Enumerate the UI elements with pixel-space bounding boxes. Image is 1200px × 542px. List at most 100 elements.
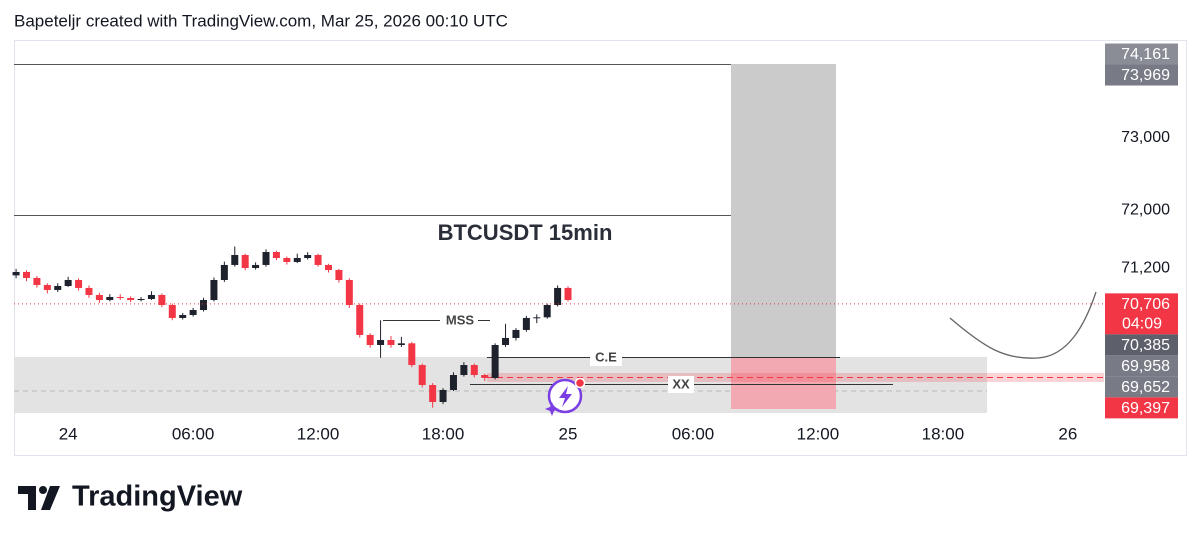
candle-body <box>324 264 332 271</box>
y-tick-label: 73,000 <box>1121 129 1170 146</box>
x-tick-label: 26 <box>1058 424 1077 443</box>
price-label: 70,706 <box>1121 296 1170 313</box>
countdown-label: 04:09 <box>1122 316 1162 333</box>
x-tick-label: 18:00 <box>922 424 965 443</box>
candle-body <box>366 334 374 346</box>
price-label-box <box>1105 397 1178 419</box>
annotation: MSS <box>446 312 475 327</box>
candle-body <box>314 254 322 265</box>
price-label: 69,958 <box>1121 358 1170 375</box>
candle-body <box>231 254 239 265</box>
candle-body <box>200 300 208 311</box>
candle-body <box>418 365 426 385</box>
candle-body <box>33 277 41 285</box>
price-label-box <box>1105 376 1178 398</box>
candle-body <box>241 254 249 268</box>
x-tick-label: 12:00 <box>797 424 840 443</box>
x-tick-label: 12:00 <box>297 424 340 443</box>
projection-curve <box>949 291 1097 359</box>
candle-body <box>54 285 62 290</box>
candle-body <box>75 279 83 288</box>
candle-body <box>533 317 541 319</box>
gray-box <box>731 64 836 357</box>
candle-body <box>272 252 280 259</box>
candle-body <box>293 258 301 262</box>
icon-dot <box>574 377 586 389</box>
candle-body <box>179 314 187 318</box>
x-tick-label: 18:00 <box>422 424 465 443</box>
price-label: 69,652 <box>1121 379 1170 396</box>
chart-frame <box>14 40 1187 456</box>
annotation: XX <box>672 376 690 391</box>
price-label: 69,397 <box>1121 400 1170 417</box>
candle-body <box>85 287 93 295</box>
annotation: C.E <box>595 349 617 364</box>
candle-body <box>512 329 520 338</box>
price-label: 73,969 <box>1121 67 1170 84</box>
candle-body <box>158 294 166 306</box>
candle-body <box>252 264 260 268</box>
candle-body <box>12 271 20 276</box>
candle-body <box>22 271 30 278</box>
candle-body <box>377 340 385 346</box>
x-tick-label: 24 <box>59 424 78 443</box>
candle-body <box>481 375 489 378</box>
candle-body <box>335 270 343 280</box>
candle-body <box>116 296 124 299</box>
price-label-box <box>1105 293 1178 335</box>
logo-mark <box>18 486 60 510</box>
candle-body <box>491 345 499 378</box>
price-label-box <box>1105 43 1178 65</box>
logo-text: TradingView <box>72 481 243 513</box>
candle-body <box>554 287 562 306</box>
x-tick-label: 25 <box>559 424 578 443</box>
label-bg <box>668 376 694 393</box>
candle-body <box>470 365 478 376</box>
candle-body <box>397 343 405 346</box>
chart-title: BTCUSDT 15min <box>438 220 613 245</box>
candle-body <box>439 389 447 402</box>
candle-body <box>429 384 437 402</box>
candle-body <box>127 298 135 301</box>
candle-body <box>502 337 510 346</box>
candle-body <box>64 279 72 286</box>
price-label: 70,385 <box>1121 337 1170 354</box>
candle-body <box>345 279 353 306</box>
candle-body <box>449 375 457 390</box>
candle-body <box>106 296 114 301</box>
plot: 24 06:00 12:00 18:00 25 06:00 12:00 18:00 26 73,0… <box>12 43 1178 443</box>
price-label-box <box>1105 355 1178 377</box>
candle-body <box>95 294 103 301</box>
candle-body <box>168 305 176 318</box>
candle-body <box>189 310 197 315</box>
y-tick-label: 72,000 <box>1121 202 1170 219</box>
label-bg <box>590 349 622 366</box>
price-label-box <box>1105 64 1178 86</box>
candle-body <box>283 258 291 262</box>
red-band <box>487 373 1104 382</box>
candle-body <box>220 264 228 280</box>
candle-body <box>137 299 145 301</box>
candle-body <box>262 252 270 265</box>
candle-body <box>304 254 312 259</box>
candle-body <box>543 305 551 318</box>
icon-sparkle <box>545 402 559 416</box>
price-label-box <box>1105 334 1178 356</box>
x-tick-label: 06:00 <box>672 424 715 443</box>
icon-bolt <box>559 386 572 407</box>
label-bg <box>440 312 478 329</box>
y-tick-label: 71,200 <box>1121 259 1170 276</box>
header-text: Bapeteljr created with TradingView.com, … <box>14 11 508 30</box>
candle-body <box>564 287 572 301</box>
candle-body <box>460 365 468 376</box>
x-tick-label: 06:00 <box>172 424 215 443</box>
candle-body <box>387 340 395 346</box>
pink-box <box>731 357 836 409</box>
candle-body <box>522 317 530 330</box>
candle-body <box>147 294 155 300</box>
candle-body <box>356 305 364 335</box>
candle-body <box>43 284 51 290</box>
